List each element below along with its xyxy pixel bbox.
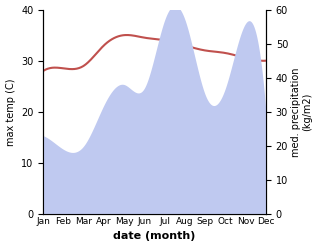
Y-axis label: med. precipitation
(kg/m2): med. precipitation (kg/m2) — [291, 67, 313, 157]
X-axis label: date (month): date (month) — [114, 231, 196, 242]
Y-axis label: max temp (C): max temp (C) — [5, 78, 16, 145]
